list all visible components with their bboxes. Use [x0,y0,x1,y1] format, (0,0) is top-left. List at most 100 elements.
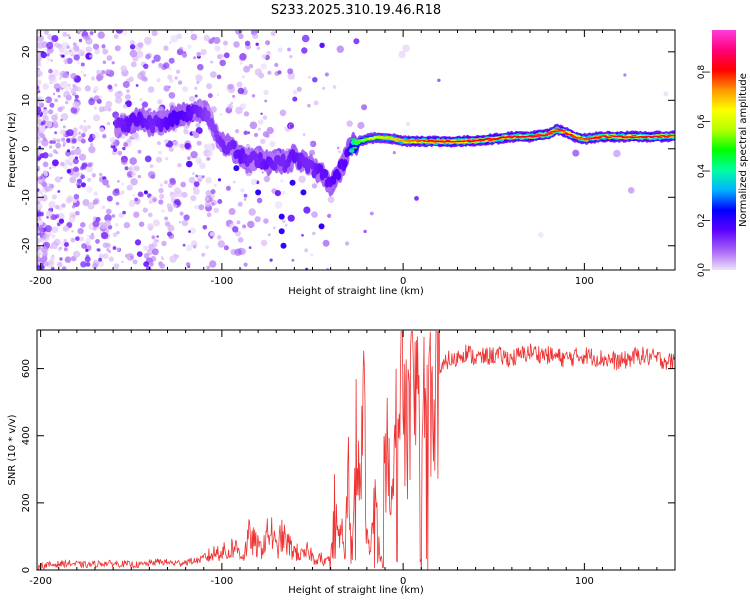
spectrogram-noise-point [99,172,103,177]
spectrogram-noise-point [163,45,169,51]
spectrogram-noise-point [189,95,195,102]
spectrogram-ridge-cell [543,134,549,136]
spectrogram-noise-point [243,198,247,201]
spectrogram-noise-point [289,124,294,129]
spectrogram-noise-point [143,63,149,69]
spectrogram-noise-point [43,261,49,267]
spectrogram-noise-point [169,191,174,196]
spectrogram-noise-point [62,141,67,145]
spectrogram-noise-point [179,143,185,149]
spectrogram-noise-point [48,187,52,192]
spectrogram-noise-point [75,183,79,186]
spectrogram-noise-point [227,103,234,110]
spectrogram-noise-point [239,53,247,61]
spectrogram-noise-point [37,48,41,54]
spectrogram-noise-point [62,72,70,79]
spectrogram-noise-point [182,86,188,92]
spectrogram-noise-point [37,106,42,114]
spectrogram-noise-point [75,236,80,242]
spectrogram-noise-point [110,145,114,148]
spectrogram-noise-point [92,220,100,228]
spectrogram-noise-point [296,86,302,92]
spectrogram-noise-point [240,267,243,270]
spectrogram-noise-point [199,162,206,170]
spectrogram-noise-point [46,260,55,268]
spectrogram-blob [278,213,285,220]
spectrogram-noise-point [39,176,43,180]
spectrogram-noise-point [200,49,207,56]
spectrogram-noise-point [336,45,344,53]
spectrogram-noise-point [102,48,106,51]
spectrogram-noise-point [60,118,63,122]
spectrogram-ridge-cell [672,134,675,136]
spectrogram-noise-point [327,213,332,218]
spectrogram-noise-point [126,184,133,191]
spectrogram-noise-point [152,219,160,227]
spectrogram-noise-point [179,211,184,216]
spectrogram-noise-point [265,40,271,46]
spectrogram-noise-point [106,195,113,202]
spectrogram-noise-point [67,34,70,37]
spectrogram-noise-point [392,151,396,155]
spectrogram-noise-point [74,156,78,160]
spectrogram-noise-point [98,253,104,259]
spectrogram-noise-point [414,196,419,201]
spectrogram-noise-point [37,30,41,35]
spectrogram-ridge-cell [399,139,405,141]
spectrogram-noise-point [103,253,109,259]
spectrogram-noise-point [72,158,79,165]
spectrogram-noise-point [96,69,101,75]
spectrogram-noise-point [117,180,120,183]
spectrogram-noise-point [49,140,53,144]
spectrogram-noise-point [73,250,81,258]
spectrogram-noise-point [243,111,250,117]
spectrogram-ridge-cell [642,137,648,139]
spectrogram-noise-point [94,106,97,110]
spectrogram-x-tick-label: 0 [400,276,406,287]
spectrogram-blob [289,179,296,186]
spectrogram-noise-point [112,232,118,237]
spectrogram-noise-point [148,171,156,179]
spectrogram-noise-point [219,54,224,58]
spectrogram-x-tick-label: 100 [575,276,594,287]
spectrogram-ridge-cell [323,169,329,179]
spectrogram-noise-point [53,238,61,246]
spectrogram-noise-point [269,140,276,148]
spectrogram-noise-point [174,76,178,80]
spectrogram-noise-point [122,104,128,109]
spectrogram-noise-point [182,243,186,247]
spectrogram-noise-point [129,49,138,58]
spectrogram-noise-point [235,106,243,115]
spectrogram-noise-point [190,30,194,34]
spectrogram-noise-point [77,227,84,235]
spectrogram-noise-point [89,234,95,240]
spectrogram-noise-point [57,94,61,98]
spectrogram-noise-point [312,231,316,236]
spectrogram-noise-point [43,171,49,177]
spectrogram-noise-point [113,263,120,269]
spectrogram-noise-point [209,231,215,237]
spectrogram-noise-point [51,114,58,122]
snr-y-tick-label: 200 [21,493,32,512]
spectrogram-noise-point [261,54,267,59]
spectrogram-noise-point [265,133,270,138]
spectrogram-noise-point [105,242,111,248]
spectrogram-noise-point [169,78,174,84]
spectrogram-noise-point [134,239,142,246]
spectrogram-noise-point [198,204,205,211]
spectrogram-noise-point [57,247,62,252]
spectrogram-noise-point [303,206,311,214]
spectrogram-noise-point [80,166,85,171]
spectrogram-noise-point [244,40,251,46]
spectrogram-noise-point [37,52,41,58]
spectrogram-noise-point [51,35,59,42]
spectrogram-noise-point [345,241,350,246]
spectrogram-noise-point [195,123,201,128]
spectrogram-noise-point [284,126,287,130]
spectrogram-noise-point [119,91,124,97]
spectrogram-noise-point [66,129,74,137]
spectrogram-noise-point [137,149,142,154]
spectrogram-noise-point [243,65,251,73]
spectrogram-noise-point [219,112,223,117]
